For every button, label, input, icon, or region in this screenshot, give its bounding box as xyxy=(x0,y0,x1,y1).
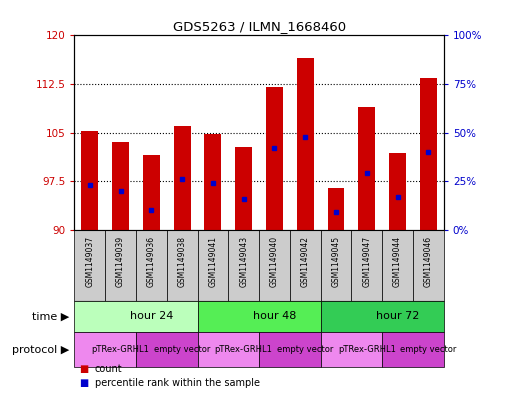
Text: GSM1149041: GSM1149041 xyxy=(208,235,218,286)
Bar xyxy=(420,77,437,230)
Bar xyxy=(259,332,321,367)
Text: empty vector: empty vector xyxy=(154,345,210,354)
Text: pTRex-GRHL1: pTRex-GRHL1 xyxy=(338,345,396,354)
Text: empty vector: empty vector xyxy=(277,345,333,354)
Bar xyxy=(382,230,413,301)
Bar xyxy=(389,153,406,230)
Text: GSM1149045: GSM1149045 xyxy=(331,235,341,286)
Bar xyxy=(112,142,129,230)
Text: hour 24: hour 24 xyxy=(130,311,173,321)
Bar xyxy=(198,301,321,332)
Bar xyxy=(228,230,259,301)
Bar xyxy=(105,230,136,301)
Bar xyxy=(74,301,198,332)
Text: empty vector: empty vector xyxy=(400,345,457,354)
Text: pTRex-GRHL1: pTRex-GRHL1 xyxy=(215,345,272,354)
Bar xyxy=(321,230,351,301)
Bar xyxy=(136,332,198,367)
Bar xyxy=(266,87,283,230)
Bar xyxy=(198,230,228,301)
Bar xyxy=(351,230,382,301)
Bar xyxy=(327,188,344,230)
Bar xyxy=(382,332,444,367)
Text: count: count xyxy=(95,364,123,375)
Bar xyxy=(321,301,444,332)
Bar xyxy=(235,147,252,230)
Text: GSM1149042: GSM1149042 xyxy=(301,235,310,286)
Text: GSM1149039: GSM1149039 xyxy=(116,235,125,286)
Text: ■: ■ xyxy=(80,378,89,388)
Bar xyxy=(74,230,105,301)
Text: GSM1149040: GSM1149040 xyxy=(270,235,279,286)
Bar xyxy=(173,126,190,230)
Text: percentile rank within the sample: percentile rank within the sample xyxy=(95,378,260,388)
Bar xyxy=(290,230,321,301)
Text: pTRex-GRHL1: pTRex-GRHL1 xyxy=(92,345,149,354)
Text: protocol ▶: protocol ▶ xyxy=(12,345,69,355)
Text: GSM1149043: GSM1149043 xyxy=(239,235,248,286)
Text: GSM1149037: GSM1149037 xyxy=(85,235,94,286)
Bar xyxy=(167,230,198,301)
Bar xyxy=(204,134,222,230)
Text: ■: ■ xyxy=(80,364,89,375)
Text: hour 48: hour 48 xyxy=(253,311,296,321)
Bar xyxy=(81,131,98,230)
Bar xyxy=(321,332,382,367)
Bar xyxy=(136,230,167,301)
Bar xyxy=(259,230,290,301)
Text: GSM1149038: GSM1149038 xyxy=(177,235,187,286)
Text: GSM1149044: GSM1149044 xyxy=(393,235,402,286)
Bar xyxy=(143,155,160,230)
Text: time ▶: time ▶ xyxy=(32,311,69,321)
Text: GSM1149036: GSM1149036 xyxy=(147,235,156,286)
Bar xyxy=(74,332,136,367)
Title: GDS5263 / ILMN_1668460: GDS5263 / ILMN_1668460 xyxy=(172,20,346,33)
Bar xyxy=(198,332,259,367)
Bar xyxy=(413,230,444,301)
Text: GSM1149046: GSM1149046 xyxy=(424,235,433,286)
Text: GSM1149047: GSM1149047 xyxy=(362,235,371,286)
Bar xyxy=(358,107,375,230)
Text: hour 72: hour 72 xyxy=(376,311,419,321)
Bar xyxy=(297,58,313,230)
